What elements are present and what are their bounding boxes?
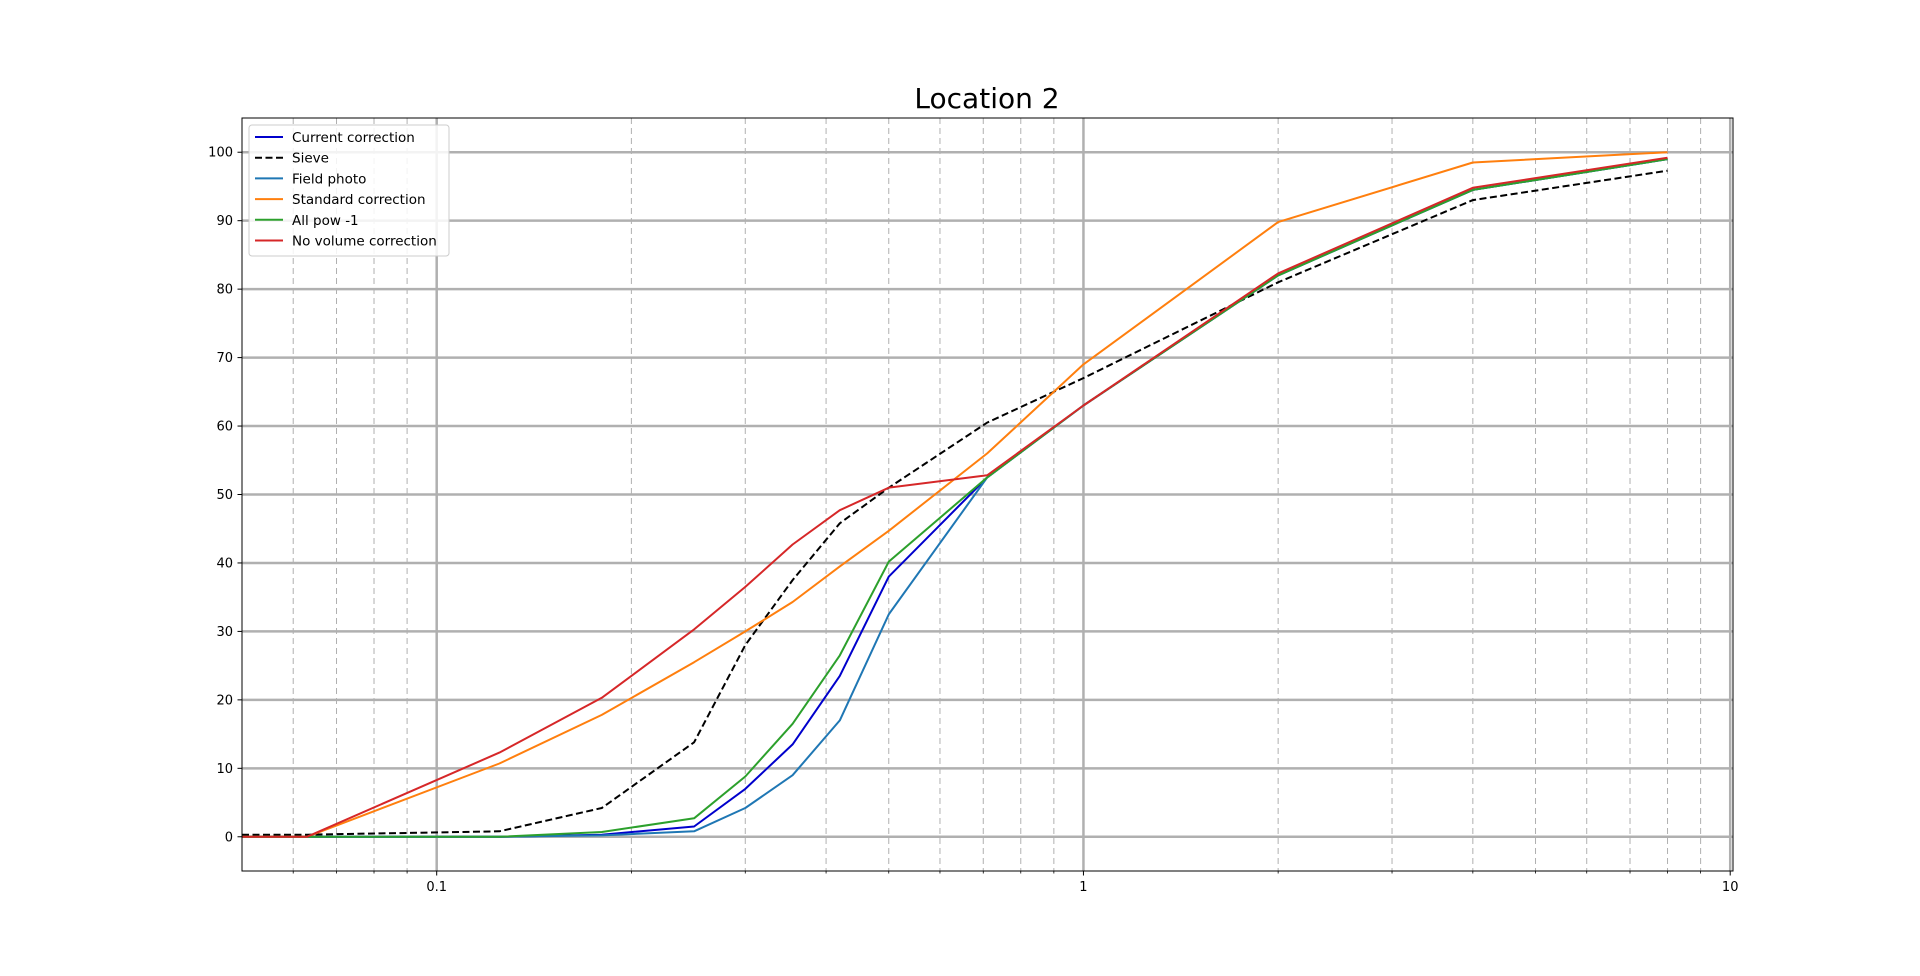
series-line-field-photo (242, 158, 1668, 838)
x-tick-label: 10 (1722, 880, 1739, 895)
legend-label: Standard correction (292, 192, 426, 208)
y-tick-label: 50 (216, 488, 233, 503)
chart-title: Location 2 (914, 82, 1059, 115)
legend: Current correction Sieve Field photo Standa… (248, 124, 450, 257)
y-tick-label: 40 (216, 556, 233, 571)
legend-box (248, 124, 450, 257)
legend-label: Current correction (292, 130, 415, 146)
y-tick-label: 90 (216, 214, 233, 229)
x-tick-label: 0.1 (426, 880, 447, 895)
y-tick-label: 20 (216, 693, 233, 708)
legend-label: Field photo (292, 171, 366, 187)
y-tick-label: 60 (216, 420, 233, 435)
grid (242, 118, 1733, 871)
series-line-current-correction (242, 158, 1668, 838)
x-tick-label: 1 (1079, 880, 1087, 895)
y-tick-label: 80 (216, 283, 233, 298)
y-tick-label: 0 (225, 830, 233, 845)
legend-label: No volume correction (292, 234, 437, 250)
plot-area (242, 151, 1668, 838)
y-tick-label: 70 (216, 351, 233, 366)
series-line-sieve (242, 169, 1668, 836)
series-line-no-volume-correction (242, 156, 1668, 838)
series-line-all-pow-1 (242, 158, 1668, 838)
y-tick-label: 10 (216, 762, 233, 777)
legend-label: All pow -1 (292, 213, 359, 229)
y-tick-label: 30 (216, 625, 233, 640)
series-line-standard-correction (242, 151, 1668, 838)
y-tick-label: 100 (208, 146, 233, 161)
legend-label: Sieve (292, 151, 329, 167)
